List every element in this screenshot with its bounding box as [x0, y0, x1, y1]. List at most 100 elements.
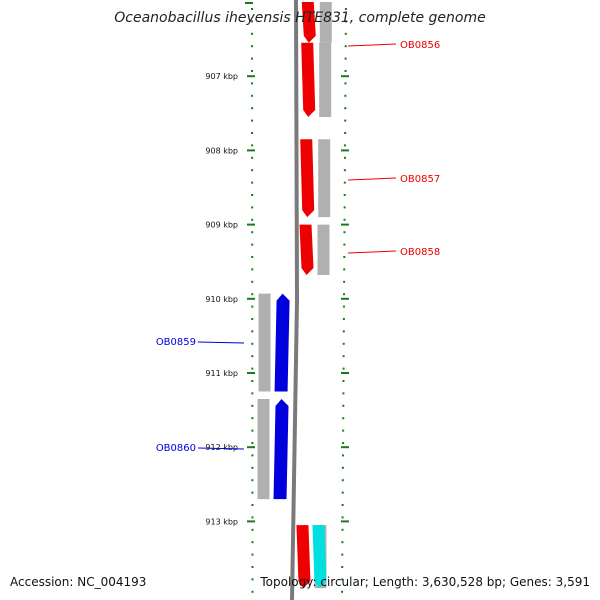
gene-shadow [318, 139, 331, 218]
guide-dot [251, 132, 254, 134]
guide-dot [251, 82, 254, 85]
guide-dot [342, 392, 345, 395]
guide-dot [341, 479, 344, 482]
gene-shadow [319, 42, 332, 118]
guide-dot [343, 243, 346, 246]
guide-dot [251, 528, 254, 531]
guide-dot [341, 566, 344, 568]
guide-dot [251, 578, 254, 581]
guide-dot [342, 355, 345, 358]
guide-dot [343, 280, 346, 283]
guide-dot [342, 442, 345, 444]
guide-dot [251, 107, 254, 110]
guide-dot [251, 45, 254, 48]
guide-dot [251, 566, 254, 568]
guide-dot [341, 454, 344, 457]
gene-shadow [258, 293, 271, 392]
guide-dot [251, 429, 254, 432]
gene-label: OB0858 [400, 247, 440, 258]
guide-dot [251, 156, 254, 159]
guide-dot [343, 156, 346, 159]
gene-arrow [273, 398, 289, 500]
guide-dot [341, 516, 344, 519]
guide-dot [251, 305, 254, 308]
guide-dot [343, 169, 346, 172]
guide-dot [342, 318, 345, 320]
topology-text: Topology: circular; Length: 3,630,528 bp… [260, 575, 590, 589]
guide-dot [251, 144, 254, 147]
guide-dot [341, 504, 344, 506]
guide-dot [251, 256, 254, 258]
gene-arrow [301, 2, 316, 43]
guide-dot [343, 256, 346, 258]
guide-dot [342, 417, 345, 420]
guide-dot [251, 541, 254, 544]
guide-dot [251, 243, 254, 246]
guide-dot [251, 504, 254, 506]
guide-dot [344, 119, 347, 122]
guide-dot [344, 132, 347, 134]
guide-dot [344, 144, 347, 147]
guide-dot [251, 367, 254, 370]
guide-dot [342, 380, 345, 382]
guide-dot [251, 268, 254, 271]
gene-leader-line [347, 250, 397, 254]
gene-arrow [301, 42, 316, 118]
guide-dot [251, 57, 254, 60]
guide-dot [343, 231, 346, 234]
guide-dot [341, 528, 344, 531]
gene-label: OB0856 [400, 40, 440, 51]
tick-label: 913 kbp [205, 517, 238, 526]
gene-shadow [317, 224, 330, 276]
guide-dot [342, 404, 345, 407]
guide-dot [251, 342, 254, 345]
gene-leader-line [197, 341, 245, 344]
guide-dot [251, 280, 254, 283]
guide-dot [251, 218, 254, 221]
guide-dot [251, 94, 254, 97]
guide-dot [341, 466, 344, 469]
gene-label: OB0860 [156, 443, 196, 454]
gene-leader-line [347, 43, 397, 47]
guide-dot [341, 541, 344, 544]
guide-dot [344, 107, 347, 110]
guide-dot [251, 516, 254, 519]
guide-dot [251, 355, 254, 358]
guide-dot [251, 293, 254, 296]
guide-dot [343, 268, 346, 271]
guide-dot [342, 342, 345, 345]
guide-dot [251, 181, 254, 184]
guide-dot [341, 590, 344, 593]
guide-dot [251, 590, 254, 593]
genome-backbone [290, 0, 300, 600]
guide-dot [251, 194, 254, 196]
chart-title: Oceanobacillus iheyensis HTE831, complet… [114, 10, 486, 26]
guide-dot [344, 8, 347, 10]
gene-arrow [274, 293, 290, 392]
gene-shadow [257, 398, 270, 500]
guide-dot [251, 8, 254, 10]
tick-label: 907 kbp [205, 72, 238, 81]
guide-dot [342, 429, 345, 432]
guide-dot [344, 82, 347, 85]
guide-dot [344, 57, 347, 60]
tick-label: 912 kbp [205, 443, 238, 452]
tick-label: 909 kbp [205, 221, 238, 230]
gene-arrow [300, 139, 315, 218]
accession-text: Accession: NC_004193 [10, 575, 147, 589]
guide-dot [251, 206, 254, 209]
guide-dot [343, 293, 346, 296]
guide-dot [251, 491, 254, 494]
gene-arrow [299, 224, 314, 276]
guide-dot [251, 466, 254, 469]
guide-dot [344, 94, 347, 97]
guide-dot [251, 70, 254, 72]
gene-leader-line [197, 447, 245, 450]
guide-dot [343, 194, 346, 196]
guide-dot [342, 330, 345, 333]
guide-dot [342, 367, 345, 370]
gene-shadow [319, 2, 332, 43]
guide-dot [343, 218, 346, 221]
guide-dot [251, 231, 254, 234]
